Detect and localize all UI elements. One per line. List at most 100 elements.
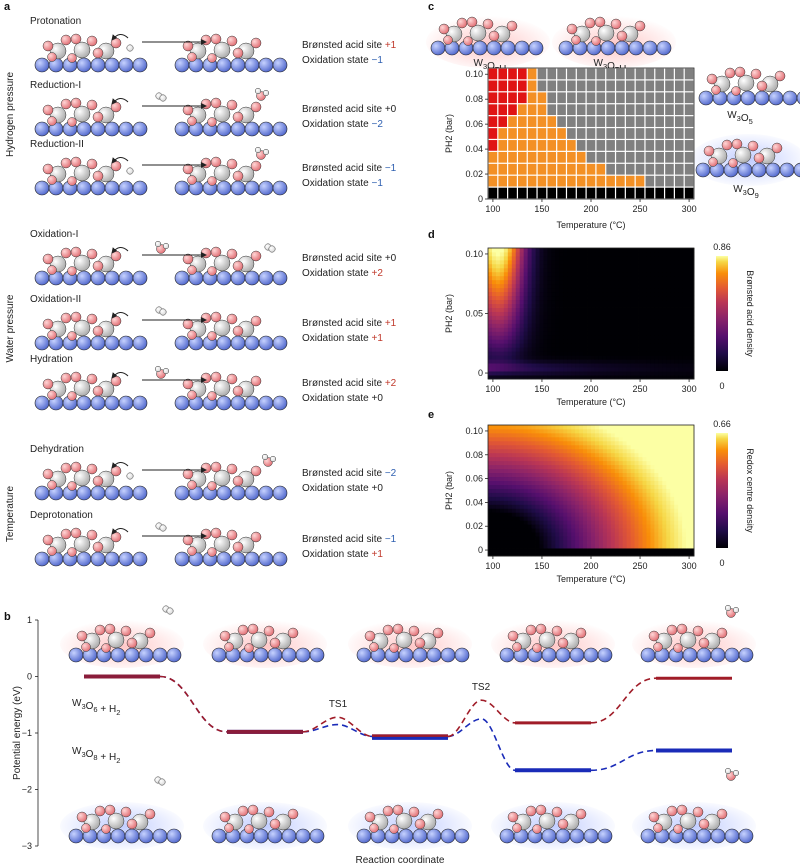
heatmap-cell <box>499 532 505 537</box>
heatmap-cell <box>678 375 683 380</box>
heatmap-cell <box>662 367 667 372</box>
heatmap-cell <box>686 295 691 301</box>
heatmap-cell <box>598 359 604 364</box>
heatmap-cell <box>488 255 493 261</box>
heatmap-cell <box>690 351 695 356</box>
heatmap-cell <box>515 492 521 497</box>
heatmap-cell <box>527 279 532 285</box>
heatmap-cell <box>602 425 608 430</box>
heatmap-cell <box>527 440 532 446</box>
heatmap-cell <box>579 335 584 340</box>
heatmap-cell <box>591 472 596 478</box>
heatmap-cell <box>571 255 576 261</box>
heatmap-cell <box>535 428 540 434</box>
heatmap-cell <box>507 452 513 458</box>
heatmap-cell <box>618 291 624 297</box>
heatmap-cell <box>535 444 540 450</box>
bronsted-acid-site-text: Brønsted acid site +2 <box>302 378 397 389</box>
heatmap-cell <box>499 279 505 285</box>
heatmap-cell <box>511 307 517 312</box>
product-structure-icon <box>174 33 288 73</box>
heatmap-cell <box>523 544 529 549</box>
heatmap-cell <box>523 536 529 541</box>
heatmap-cell <box>678 323 683 328</box>
heatmap-cell <box>610 532 616 537</box>
heatmap-cell <box>587 367 592 372</box>
heatmap-cell <box>666 456 671 462</box>
heatmap-cell <box>654 303 659 308</box>
heatmap-cell <box>610 484 616 489</box>
heatmap-cell <box>626 339 632 344</box>
heatmap-cell <box>622 440 628 446</box>
heatmap-cell <box>686 512 691 517</box>
heatmap-cell <box>666 291 671 297</box>
heatmap-cell <box>575 548 580 553</box>
heatmap-cell <box>555 488 560 493</box>
heatmap-cell <box>535 496 540 501</box>
heatmap-cell <box>507 512 513 517</box>
heatmap-cell <box>690 323 695 328</box>
phase-cell <box>625 140 635 151</box>
heatmap-cell <box>571 283 576 289</box>
heatmap-cell <box>598 263 604 269</box>
heatmap-cell <box>503 315 509 320</box>
heatmap-cell <box>567 425 572 430</box>
heatmap-cell <box>559 484 564 489</box>
heatmap-cell <box>662 259 667 265</box>
heatmap-cell <box>598 267 604 273</box>
heatmap-cell <box>634 343 639 348</box>
heatmap-cell <box>579 327 584 332</box>
heatmap-cell <box>587 516 592 521</box>
heatmap-cell <box>488 432 493 438</box>
heatmap-cell <box>491 516 497 521</box>
heatmap-cell <box>598 508 604 513</box>
heatmap-cell <box>547 520 552 525</box>
heatmap-cell <box>591 532 596 537</box>
heatmap-cell <box>674 484 679 489</box>
heatmap-cell <box>515 299 521 304</box>
heatmap-cell <box>682 472 687 478</box>
heatmap-cell <box>579 307 584 312</box>
heatmap-cell <box>658 251 663 257</box>
heatmap-cell <box>634 355 639 360</box>
heatmap-cell <box>662 311 667 316</box>
heatmap-cell <box>515 355 521 360</box>
heatmap-cell <box>666 464 671 470</box>
heatmap-cell <box>678 299 683 304</box>
heatmap-cell <box>622 299 628 304</box>
heatmap-cell <box>547 425 552 430</box>
heatmap-cell <box>535 248 540 253</box>
heatmap-cell <box>630 311 635 316</box>
heatmap-cell <box>503 299 509 304</box>
heatmap-cell <box>591 520 596 525</box>
heatmap-cell <box>495 367 501 372</box>
heatmap-cell <box>567 428 572 434</box>
heatmap-cell <box>670 375 675 380</box>
step-title: Protonation <box>30 16 81 27</box>
heatmap-cell <box>602 259 608 265</box>
heatmap-cell <box>682 283 687 289</box>
heatmap-cell <box>634 263 639 269</box>
heatmap-cell <box>551 432 556 438</box>
heatmap-cell <box>555 355 560 360</box>
heatmap-cell <box>575 492 580 497</box>
heatmap-cell <box>618 347 624 352</box>
heatmap-cell <box>507 428 513 434</box>
heatmap-cell <box>626 359 632 364</box>
heatmap-cell <box>634 347 639 352</box>
heatmap-cell <box>511 548 517 553</box>
heatmap-cell <box>594 351 600 356</box>
heatmap-cell <box>674 363 679 368</box>
heatmap-cell <box>515 367 521 372</box>
heatmap-cell <box>606 279 612 285</box>
heatmap-cell <box>642 460 647 466</box>
phase-cell <box>616 68 625 80</box>
heatmap-cell <box>678 488 683 493</box>
heatmap-cell <box>606 476 612 481</box>
heatmap-cell <box>626 488 632 493</box>
heatmap-cell <box>551 367 556 372</box>
heatmap-cell <box>650 516 655 521</box>
heatmap-cell <box>575 319 580 324</box>
heatmap-cell <box>579 456 584 462</box>
heatmap-cell <box>602 468 608 474</box>
